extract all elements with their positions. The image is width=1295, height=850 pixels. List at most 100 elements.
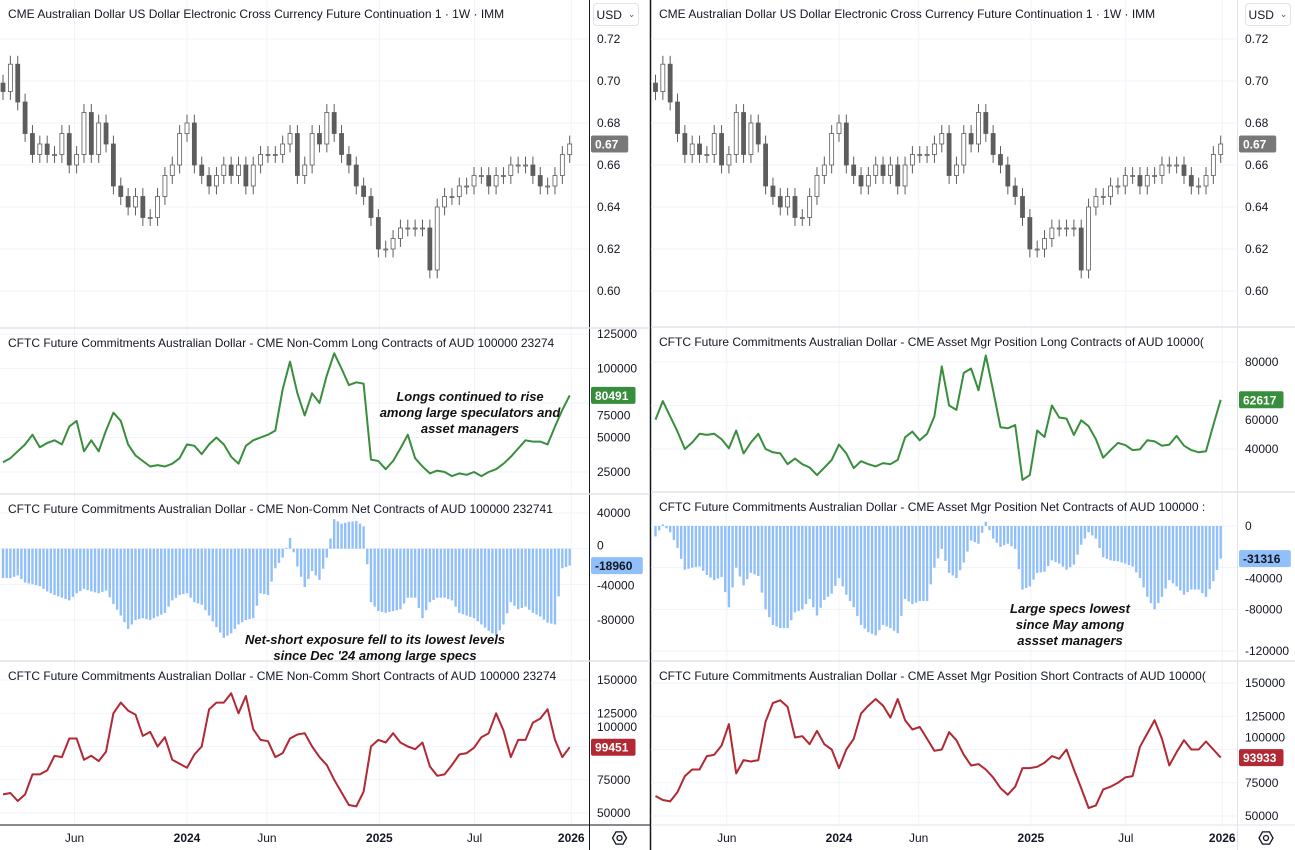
- net-bar: [130, 548, 134, 625]
- candle-body: [228, 164, 234, 176]
- chevron-down-icon: ⌄: [1279, 9, 1288, 19]
- currency-select-right[interactable]: USD ⌄: [1245, 3, 1291, 26]
- candle-body: [184, 122, 190, 134]
- net-bar: [450, 548, 454, 601]
- net-bar: [779, 526, 782, 629]
- last-value-label: 80491: [595, 389, 629, 403]
- net-bar: [668, 526, 672, 533]
- net-bar: [447, 548, 450, 600]
- net-bar: [1083, 526, 1087, 539]
- net-bar: [82, 548, 86, 589]
- pane-price: 0.72 0.70 0.68 0.66 0.64 0.62 0.60 CME Australi…: [0, 7, 629, 298]
- candle-body: [946, 133, 952, 176]
- net-bar: [355, 521, 358, 549]
- short-series-line: [2, 692, 571, 808]
- candle: [243, 156, 249, 195]
- net-bar: [211, 548, 214, 622]
- candle-body: [353, 164, 359, 187]
- y-tick-label: 50000: [1245, 809, 1279, 823]
- net-bar: [837, 526, 841, 579]
- net-bar: [366, 548, 369, 565]
- net-bar: [27, 548, 30, 584]
- net-bar: [1076, 526, 1079, 555]
- candle: [317, 125, 322, 153]
- net-plot: [1, 519, 571, 638]
- net-bar: [679, 526, 683, 559]
- y-tick-label: 0.60: [597, 284, 621, 298]
- net-bar: [60, 548, 64, 598]
- net-bar: [531, 548, 535, 613]
- candle-body: [939, 133, 945, 145]
- candle-body: [910, 154, 915, 166]
- y-tick-label: -120000: [1245, 644, 1289, 658]
- net-bar: [1024, 526, 1028, 588]
- last-value-badge: 0.67: [1239, 135, 1277, 153]
- net-bar: [716, 526, 720, 579]
- candle-body: [177, 133, 183, 166]
- candle-body: [821, 164, 827, 176]
- candle-body: [346, 154, 352, 166]
- candle-body: [1042, 238, 1047, 250]
- candle-body: [559, 154, 565, 176]
- net-bar: [1186, 526, 1189, 593]
- net-bar: [413, 548, 417, 598]
- long-plot: [2, 352, 571, 478]
- y-tick-label: 0.66: [597, 158, 621, 172]
- candle-body: [851, 164, 857, 176]
- annotation-line: Net-short exposure fell to its lowest le…: [244, 632, 506, 647]
- candle-body: [125, 196, 131, 208]
- candle: [932, 135, 937, 163]
- candle: [471, 167, 477, 195]
- candle-body: [508, 164, 514, 176]
- net-bar: [410, 548, 413, 598]
- candle: [1188, 167, 1194, 195]
- gear-icon[interactable]: [1258, 831, 1274, 845]
- candle: [1218, 135, 1224, 163]
- currency-label: USD: [1248, 7, 1274, 22]
- net-bar: [863, 526, 866, 629]
- candle-body: [22, 101, 28, 134]
- net-bar: [23, 548, 27, 583]
- currency-select-left[interactable]: USD ⌄: [593, 3, 639, 26]
- net-bar: [520, 548, 524, 608]
- net-bar: [31, 548, 34, 585]
- net-bar: [288, 537, 292, 549]
- net-bar: [1208, 526, 1211, 590]
- y-tick-label: 0.68: [1245, 116, 1269, 130]
- candle-body: [1181, 164, 1187, 176]
- y-tick-label: -40000: [1245, 572, 1283, 586]
- net-bar: [973, 526, 976, 543]
- long-pane-title: CFTC Future Commitments Australian Dolla…: [659, 335, 1204, 349]
- candle-body: [814, 175, 820, 197]
- net-bar: [5, 548, 8, 579]
- y-tick-label: 0.62: [1245, 242, 1269, 256]
- candle: [280, 135, 286, 163]
- candle: [1056, 219, 1062, 237]
- net-bar: [38, 548, 42, 587]
- candle-body: [990, 133, 996, 155]
- net-bar: [550, 548, 553, 624]
- net-bar: [373, 548, 376, 607]
- y-tick-label: 0.72: [1245, 32, 1269, 46]
- net-bar: [163, 548, 167, 613]
- candle-body: [1137, 175, 1143, 187]
- candle: [807, 188, 813, 226]
- net-bar: [1013, 526, 1017, 549]
- net-bar: [546, 548, 549, 623]
- gear-icon[interactable]: [611, 831, 628, 845]
- candle: [910, 146, 915, 174]
- candle: [924, 146, 930, 163]
- candle-body: [711, 133, 717, 155]
- net-bar: [738, 526, 742, 577]
- candle-body: [523, 164, 528, 167]
- net-bar: [903, 526, 907, 599]
- net-bar: [321, 548, 325, 569]
- candle-body: [1108, 185, 1113, 197]
- net-bar: [436, 548, 439, 598]
- candle: [660, 55, 666, 100]
- candle: [719, 125, 724, 174]
- candle-body: [258, 154, 263, 166]
- net-bar: [568, 548, 571, 566]
- candle: [755, 114, 761, 153]
